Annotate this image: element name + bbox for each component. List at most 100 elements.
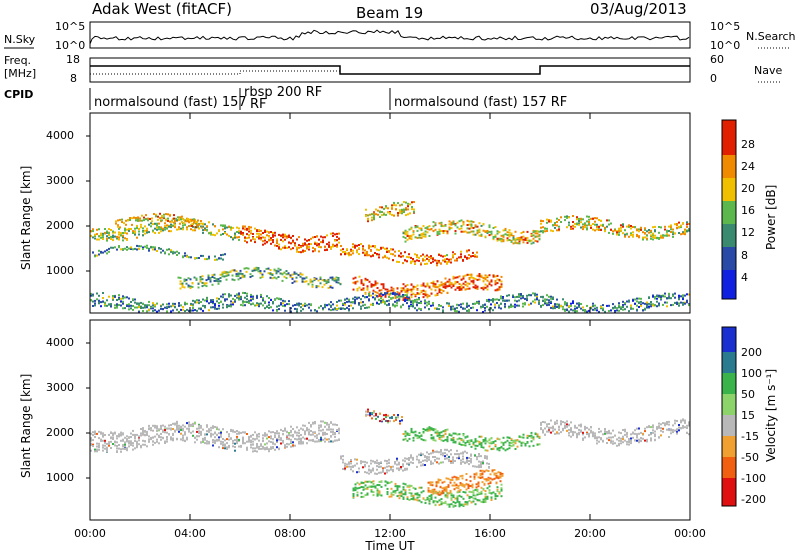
heatmap-cell [438,436,441,439]
heatmap-cell [288,241,290,244]
heatmap-cell [340,456,342,458]
heatmap-cell [466,227,469,230]
heatmap-cell [253,267,256,270]
heatmap-cell [422,459,424,462]
heatmap-cell [279,272,282,275]
heatmap-cell [193,221,195,224]
heatmap-cell [530,440,533,443]
heatmap-cell [218,439,220,442]
heatmap-cell [269,269,272,271]
heatmap-cell [632,231,634,234]
heatmap-cell [92,228,94,231]
heatmap-cell [404,300,406,302]
heatmap-cell [462,275,465,278]
heatmap-cell [236,435,238,438]
heatmap-cell [524,302,526,305]
heatmap-cell [300,437,302,440]
heatmap-cell [162,430,164,433]
heatmap-cell [406,289,409,292]
heatmap-cell [311,280,314,283]
heatmap-cell [314,249,316,252]
heatmap-cell [170,226,172,229]
heatmap-cell [278,304,280,307]
heatmap-cell [110,229,112,231]
heatmap-cell [380,292,382,295]
heatmap-cell [138,227,140,230]
heatmap-cell [582,225,584,228]
heatmap-cell [204,437,206,440]
heatmap-cell [409,203,411,206]
heatmap-cell [426,284,429,287]
heatmap-cell [156,426,158,429]
heatmap-cell [540,220,542,222]
heatmap-cell [472,221,475,223]
heatmap-cell [140,223,142,226]
heatmap-cell [350,301,352,304]
heatmap-cell [373,212,375,215]
heatmap-cell [222,303,224,306]
heatmap-cell [342,248,344,251]
heatmap-cell [96,445,98,448]
heatmap-cell [360,462,362,465]
heatmap-cell [148,304,150,307]
heatmap-cell [426,293,429,296]
heatmap-cell [650,439,652,442]
heatmap-cell [532,438,535,441]
heatmap-cell [600,306,602,309]
heatmap-cell [190,423,192,426]
heatmap-cell [296,246,298,249]
heatmap-cell [392,303,394,306]
heatmap-cell [452,441,455,444]
heatmap-cell [592,431,594,434]
heatmap-cell [234,299,236,302]
heatmap-cell [296,308,298,311]
heatmap-cell [276,238,278,241]
heatmap-cell [542,230,544,233]
heatmap-cell [526,239,529,242]
heatmap-cell [474,465,476,468]
heatmap-cell [230,226,232,229]
heatmap-cell [330,428,332,431]
heatmap-cell [680,224,682,227]
heatmap-cell [610,440,612,443]
cpid-segment-1: normalsound (fast) 157 [94,95,247,110]
heatmap-cell [412,233,415,236]
heatmap-cell [331,276,334,279]
heatmap-cell [100,305,102,308]
heatmap-cell [402,262,404,265]
heatmap-cell [490,441,493,444]
heatmap-cell [323,279,326,282]
heatmap-cell [208,302,210,305]
heatmap-cell [490,230,493,233]
heatmap-cell [340,308,342,310]
heatmap-cell [536,435,539,438]
heatmap-cell [500,234,503,237]
heatmap-cell [330,430,332,433]
heatmap-cell [290,425,292,428]
heatmap-cell [362,247,364,250]
heatmap-cell [404,237,407,239]
heatmap-cell [404,467,406,470]
heatmap-cell [252,450,254,453]
heatmap-cell [476,455,478,458]
heatmap-cell [416,465,418,468]
heatmap-cell [390,487,393,490]
heatmap-cell [318,426,320,429]
heatmap-cell [116,299,118,301]
heatmap-cell [592,432,594,435]
heatmap-cell [220,433,222,436]
heatmap-cell [362,301,364,304]
heatmap-cell [268,440,270,443]
heatmap-cell [186,427,188,430]
heatmap-cell [176,422,178,425]
heatmap-cell [584,310,586,313]
heatmap-cell [550,219,552,222]
heatmap-cell [410,227,413,230]
heatmap-cell [408,253,410,256]
heatmap-cell [520,232,523,234]
heatmap-cell [262,434,264,437]
heatmap-cell [524,443,527,445]
heatmap-cell [254,450,256,452]
heatmap-cell [676,432,678,435]
heatmap-cell [498,304,500,307]
